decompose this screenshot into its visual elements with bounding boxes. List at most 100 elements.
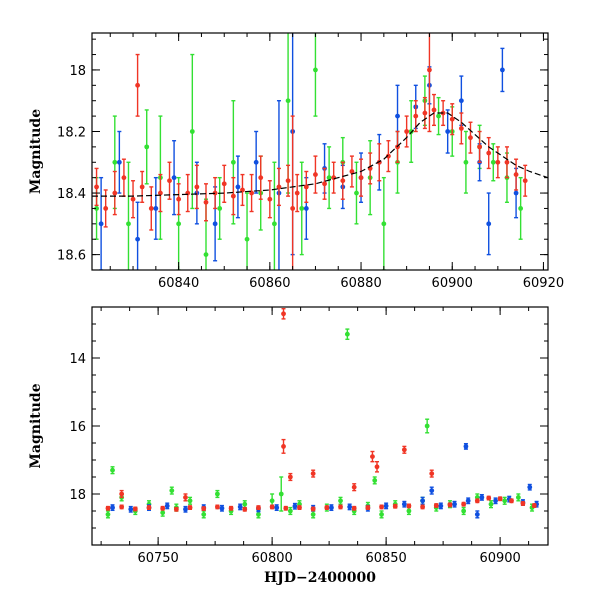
data-point — [520, 501, 526, 506]
data-point — [221, 181, 227, 187]
data-point — [461, 508, 467, 514]
data-point — [502, 498, 508, 504]
data-point — [285, 178, 291, 184]
data-point — [272, 221, 277, 227]
data-point — [230, 159, 236, 165]
data-point — [183, 506, 188, 512]
data-point — [290, 206, 296, 211]
y-tick-label: 14 — [69, 352, 86, 367]
data-point — [500, 67, 505, 73]
y-tick-label: 18 — [69, 64, 86, 79]
data-point — [474, 512, 480, 517]
data-point — [329, 505, 334, 510]
data-point — [331, 175, 337, 181]
data-point — [313, 67, 318, 73]
data-point — [338, 498, 343, 504]
data-point — [490, 159, 496, 165]
y-axis-label: Magnitude — [28, 383, 44, 468]
data-point — [144, 144, 150, 150]
data-point — [212, 190, 218, 196]
data-point — [303, 184, 309, 190]
data-point — [486, 150, 492, 156]
data-point — [522, 178, 528, 184]
data-point — [130, 196, 136, 202]
data-point — [449, 116, 455, 122]
data-point — [228, 505, 234, 511]
data-point — [256, 512, 261, 517]
data-point — [458, 126, 464, 131]
data-point — [292, 503, 298, 509]
data-point — [297, 505, 302, 510]
data-point — [235, 184, 241, 190]
data-point — [281, 444, 286, 449]
data-point — [94, 184, 99, 190]
series-red — [94, 33, 528, 270]
data-point — [194, 184, 200, 190]
data-point — [158, 190, 163, 196]
data-point — [531, 503, 537, 508]
data-point — [465, 498, 471, 504]
plot-area — [92, 33, 548, 270]
data-point — [486, 495, 492, 501]
data-point — [313, 172, 318, 177]
data-point — [269, 504, 275, 510]
data-point — [139, 184, 145, 190]
data-point — [183, 495, 188, 500]
data-point — [504, 159, 510, 165]
axes-frame — [91, 32, 549, 271]
x-tick-label: 60900 — [479, 551, 520, 566]
data-point — [518, 206, 524, 211]
data-point — [372, 478, 378, 483]
data-point — [365, 505, 371, 510]
x-tick-label: 60880 — [340, 276, 381, 291]
data-point — [267, 196, 273, 202]
axes-frame — [91, 306, 549, 546]
data-point — [347, 504, 353, 510]
series-green — [94, 33, 524, 270]
data-point — [189, 129, 195, 134]
data-point — [203, 199, 209, 205]
data-point — [324, 505, 330, 510]
data-point — [474, 498, 480, 504]
data-point — [253, 159, 259, 165]
series-blue — [110, 442, 539, 519]
data-point — [171, 175, 177, 181]
x-tick-label: 60920 — [523, 276, 564, 291]
data-point — [269, 498, 275, 504]
data-point — [527, 484, 533, 490]
data-point — [477, 144, 482, 150]
data-point — [424, 423, 430, 429]
data-point — [479, 495, 485, 500]
data-point — [119, 504, 125, 510]
data-point — [187, 505, 193, 510]
data-point — [349, 169, 355, 174]
x-tick-label: 60840 — [158, 276, 199, 291]
data-point — [242, 506, 248, 512]
data-point — [112, 190, 118, 196]
plot-area — [105, 308, 539, 519]
data-point — [310, 471, 316, 476]
data-point — [431, 107, 437, 113]
data-point — [201, 506, 207, 512]
series-green — [105, 328, 535, 519]
data-point — [278, 491, 284, 497]
data-point — [461, 501, 467, 507]
data-point — [274, 505, 280, 510]
data-point — [160, 510, 166, 516]
x-axis: 60750 60800 60850 60900 — [100, 307, 530, 566]
data-point — [112, 159, 118, 165]
bottom-panel-full-light-curve: 60750 60800 60850 60900 14 16 18 Magnitude HJD−2… — [28, 306, 549, 586]
data-point — [132, 506, 138, 512]
data-point — [287, 474, 293, 480]
data-point — [406, 508, 412, 514]
data-point — [176, 196, 182, 202]
data-point — [354, 190, 359, 196]
data-point — [203, 252, 209, 258]
data-point — [215, 504, 220, 510]
y-tick-label: 18.4 — [57, 187, 86, 202]
data-point — [119, 491, 125, 497]
data-point — [433, 503, 439, 508]
data-point — [326, 175, 332, 181]
x-axis-label: HJD−2400000 — [264, 570, 376, 586]
data-point — [146, 505, 152, 510]
